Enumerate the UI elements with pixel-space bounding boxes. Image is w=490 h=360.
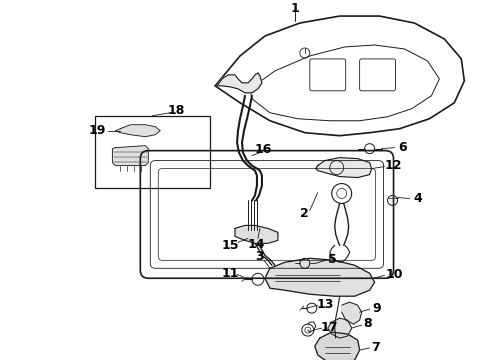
Text: 17: 17 <box>321 321 339 334</box>
Text: 11: 11 <box>221 267 239 280</box>
Text: 8: 8 <box>363 316 372 330</box>
Polygon shape <box>265 258 374 296</box>
Text: 3: 3 <box>256 250 264 263</box>
Text: 4: 4 <box>413 192 422 205</box>
Polygon shape <box>116 125 160 137</box>
Text: 12: 12 <box>385 159 402 172</box>
Text: 15: 15 <box>221 239 239 252</box>
Polygon shape <box>217 73 262 93</box>
Bar <box>96 116 210 188</box>
Text: 18: 18 <box>168 104 185 117</box>
Text: 14: 14 <box>247 238 265 251</box>
Polygon shape <box>342 302 362 324</box>
Text: 7: 7 <box>371 341 380 354</box>
Text: 6: 6 <box>398 141 407 154</box>
Text: 5: 5 <box>328 253 337 266</box>
Text: 16: 16 <box>254 143 271 156</box>
Polygon shape <box>315 332 360 360</box>
Polygon shape <box>112 146 148 166</box>
Text: 2: 2 <box>300 207 309 220</box>
Text: 10: 10 <box>386 268 403 281</box>
Text: 9: 9 <box>372 302 381 315</box>
Text: 19: 19 <box>89 124 106 137</box>
Text: 13: 13 <box>316 298 333 311</box>
Polygon shape <box>328 318 352 338</box>
Text: 1: 1 <box>291 1 299 15</box>
Polygon shape <box>316 158 371 177</box>
Polygon shape <box>235 225 278 243</box>
